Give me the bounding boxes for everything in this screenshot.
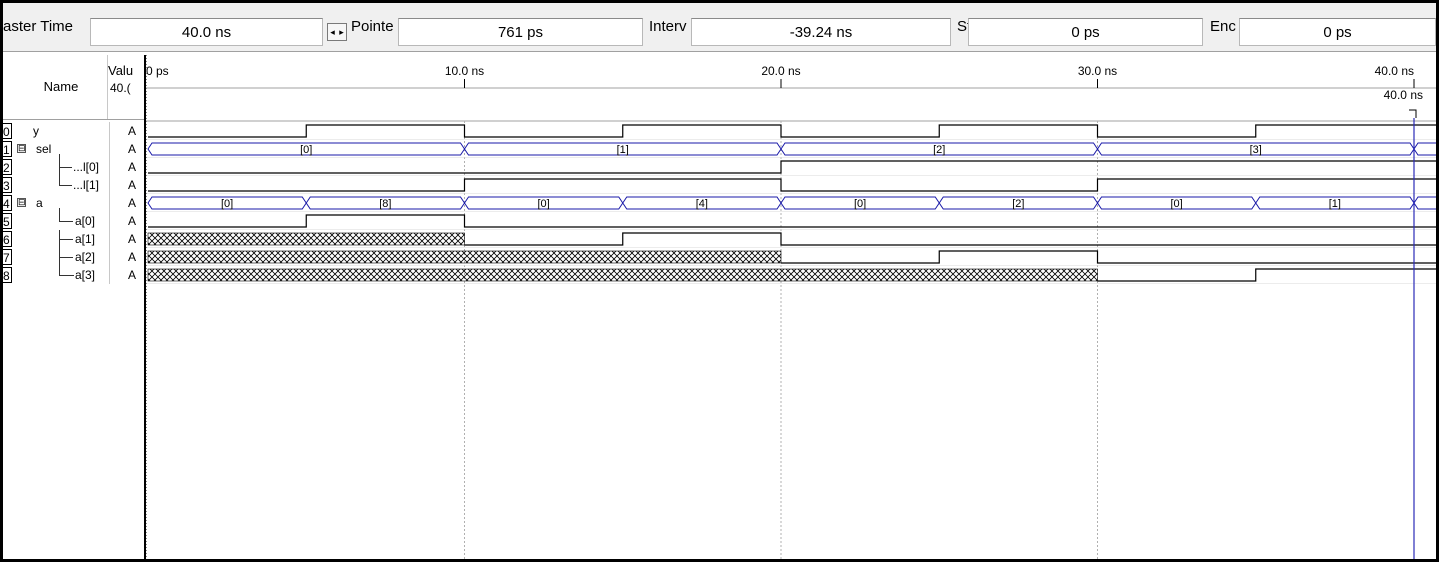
signal-value: A [128,124,137,138]
signal-value: A [128,178,137,192]
waveform-y [148,124,1436,138]
start-field[interactable]: 0 ps [968,18,1203,46]
waveform-sel-value-label: [2] [933,144,945,156]
signal-value: A [128,142,137,156]
signal-row-a3[interactable]: 8 a[3] A [3,266,144,284]
signal-list-header: Name Valu 40.( [3,55,144,120]
waveform-sel-value-label: [0] [300,144,312,156]
tree-branch-icon [59,167,72,186]
waveform-a2-undefined [147,250,782,264]
tree-branch-icon [59,266,74,276]
signal-index: 4 [3,195,12,211]
time-spin-button[interactable]: ◂ ▸ [327,23,347,41]
cursor-time-label: 40.0 ns [1384,88,1423,102]
master-time-field[interactable]: 40.0 ns [90,18,323,46]
timeline-tick-label: 10.0 ns [445,64,484,78]
waveform-sel1 [148,178,1436,192]
signal-index: 7 [3,249,12,265]
arrow-left-icon[interactable]: ◂ [330,27,335,37]
interval-label: Interv [649,18,687,35]
signal-value: A [128,196,137,210]
waveform-a0 [148,214,1436,228]
signal-row-sel0[interactable]: 2 ...l[0] A [3,154,144,176]
pointer-field[interactable]: 761 ps [398,18,643,46]
signal-index: 5 [3,213,12,229]
signal-name: a[0] [75,214,96,228]
signal-list-panel: Name Valu 40.( 0 y A 1 ⊟ sel A 2 ...l[0]… [3,55,146,559]
waveform-a3 [1097,268,1436,282]
interval-field[interactable]: -39.24 ns [691,18,951,46]
name-column-header[interactable]: Name [15,55,108,119]
signal-index: 1 [3,141,12,157]
waveform-a2 [781,250,1436,264]
signal-row-a0[interactable]: 5 a[0] A [3,208,144,230]
signal-value: A [128,214,137,228]
waveform-a-value-label: [0] [221,198,233,210]
collapse-icon[interactable]: ⊟ [17,143,26,153]
signal-value: A [128,268,137,282]
signal-row-a1[interactable]: 6 a[1] A [3,230,144,248]
waveform-a-value-label: [1] [1329,198,1341,210]
signal-index: 0 [3,123,12,139]
waveform-sel-value-label: [3] [1250,144,1262,156]
tree-branch-icon [59,208,74,221]
signal-name: a[3] [75,268,96,282]
signal-value: A [128,232,137,246]
signal-row-a[interactable]: 4 ⊟ a A [3,194,144,212]
pointer-label: Pointe [351,18,394,35]
signal-index: 6 [3,231,12,247]
timeline-tick-label: 30.0 ns [1078,64,1117,78]
signal-name: ...l[1] [73,178,100,192]
signal-index: 3 [3,177,12,193]
signal-row-a2[interactable]: 7 a[2] A [3,248,144,266]
waveform-a-value-label: [0] [1171,198,1183,210]
timeline-tick-label: 0 ps [146,64,169,78]
timeline-tick-label: 40.0 ns [1375,64,1414,78]
waveform-a1 [464,232,1436,246]
value-column-header[interactable]: Valu [108,63,134,78]
signal-row-sel[interactable]: 1 ⊟ sel A [3,140,144,158]
waveform-a-value-label: [2] [1012,198,1024,210]
signal-index: 2 [3,159,12,175]
end-label: Enc [1210,18,1236,35]
signal-value: A [128,250,137,264]
value-column-time: 40.( [110,81,131,95]
arrow-right-icon[interactable]: ▸ [339,27,344,37]
waveform-window: aster Time 40.0 ns ◂ ▸ Pointe 761 ps Int… [3,3,1436,559]
end-field[interactable]: 0 ps [1239,18,1436,46]
master-time-label: aster Time [3,18,74,35]
signal-name: sel [36,142,52,156]
cursor-flag-icon [1409,109,1417,118]
waveform-a3-undefined [147,268,1098,282]
signal-value: A [128,160,137,174]
waveform-sel0 [148,160,1436,174]
waveform-a-continuation [1413,196,1436,210]
signal-row-y[interactable]: 0 y A [3,122,144,140]
signal-name: a[2] [75,250,96,264]
signal-name: y [33,124,39,138]
collapse-icon[interactable]: ⊟ [17,197,26,207]
signal-name: a [36,196,43,210]
tree-branch-icon [59,154,72,168]
waveform-a-value-label: [8] [379,198,391,210]
waveform-a1-undefined [147,232,465,246]
signal-name: ...l[0] [73,160,100,174]
waveform-sel-value-label: [1] [617,144,629,156]
waveform-a-value-label: [0] [538,198,550,210]
waveform-a-value-label: [4] [696,198,708,210]
signal-name: a[1] [75,232,96,246]
waveform-a-value-label: [0] [854,198,866,210]
waveform-sel-continuation [1413,142,1436,156]
time-toolbar: aster Time 40.0 ns ◂ ▸ Pointe 761 ps Int… [3,3,1436,52]
signal-index: 8 [3,267,12,283]
signal-row-sel1[interactable]: 3 ...l[1] A [3,167,144,194]
waveform-canvas[interactable]: 0 ps 10.0 ns 20.0 ns 30.0 ns 40.0 ns 40.0 ns [… [146,55,1436,559]
timeline-tick-label: 20.0 ns [761,64,800,78]
